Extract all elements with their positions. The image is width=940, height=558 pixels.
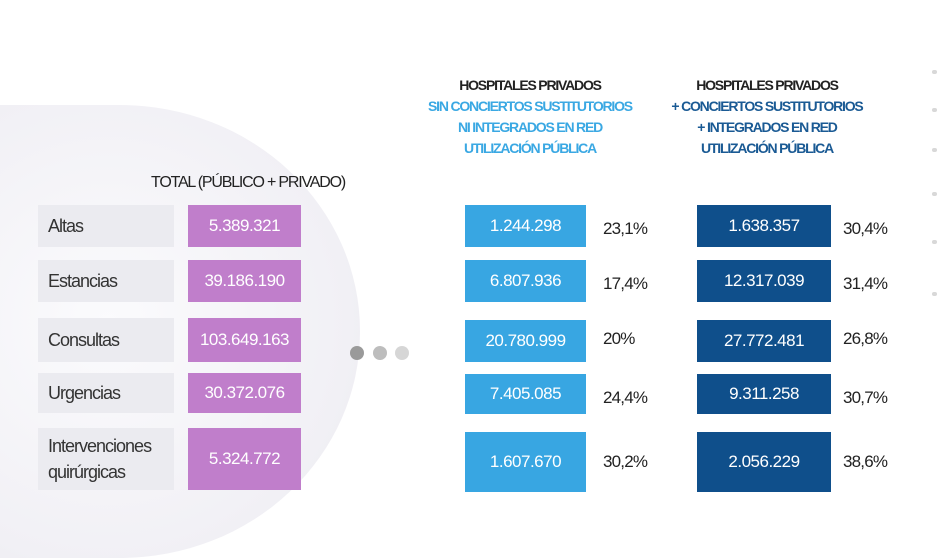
col1-pct: 17,4% — [603, 274, 648, 293]
edge-mark — [932, 108, 937, 112]
total-value: 30.372.076 — [188, 373, 301, 413]
col2-pct: 30,4% — [843, 219, 888, 238]
col1-value: 7.405.085 — [465, 374, 586, 414]
col1-header-line: NI INTEGRADOS EN RED — [457, 119, 603, 135]
dot-icon — [350, 346, 364, 360]
col2-value: 1.638.357 — [697, 205, 831, 247]
total-value: 5.324.772 — [188, 428, 301, 490]
edge-mark — [932, 192, 937, 196]
edge-mark — [932, 148, 937, 152]
dot-icon — [395, 346, 409, 360]
total-header: TOTAL (PÚBLICO + PRIVADO) — [151, 174, 346, 191]
total-value: 39.186.190 — [188, 260, 301, 302]
total-value: 103.649.163 — [188, 318, 301, 362]
total-value: 5.389.321 — [188, 205, 301, 247]
col1-value: 20.780.999 — [465, 320, 586, 362]
col1-pct: 20% — [603, 329, 635, 348]
col1-value: 1.607.670 — [465, 432, 586, 492]
row-label-consultas: Consultas — [38, 318, 174, 362]
col1-value: 6.807.936 — [465, 260, 586, 302]
col2-header-line: HOSPITALES PRIVADOS — [696, 77, 839, 93]
col1-value: 1.244.298 — [465, 205, 586, 247]
col2-header: HOSPITALES PRIVADOS + CONCIERTOS SUSTITU… — [642, 75, 892, 159]
row-label-intervenciones: Intervenciones quirúrgicas — [38, 428, 174, 490]
col1-header: HOSPITALES PRIVADOS SIN CONCIERTOS SUSTI… — [405, 75, 655, 159]
col1-header-line: SIN CONCIERTOS SUSTITUTORIOS — [428, 98, 633, 114]
col1-header-line: UTILIZACIÓN PÚBLICA — [464, 140, 597, 156]
row-label-altas: Altas — [38, 205, 174, 247]
edge-mark — [932, 70, 937, 74]
edge-mark — [932, 240, 937, 244]
row-label-urgencias: Urgencias — [38, 373, 174, 413]
col2-header-line: + INTEGRADOS EN RED — [697, 119, 838, 135]
col2-pct: 31,4% — [843, 274, 888, 293]
col2-pct: 30,7% — [843, 388, 888, 407]
col2-pct: 38,6% — [843, 452, 888, 471]
col2-value: 12.317.039 — [697, 260, 831, 302]
col2-pct: 26,8% — [843, 329, 888, 348]
dot-icon — [373, 346, 387, 360]
col1-pct: 30,2% — [603, 452, 648, 471]
row-label-estancias: Estancias — [38, 260, 174, 302]
col1-header-line: HOSPITALES PRIVADOS — [459, 77, 602, 93]
col2-value: 2.056.229 — [697, 432, 831, 492]
col2-header-line: + CONCIERTOS SUSTITUTORIOS — [671, 98, 863, 114]
col2-value: 27.772.481 — [697, 320, 831, 362]
col2-header-line: UTILIZACIÓN PÚBLICA — [701, 140, 834, 156]
col1-pct: 23,1% — [603, 219, 648, 238]
edge-mark — [932, 292, 937, 296]
col2-value: 9.311.258 — [697, 374, 831, 414]
col1-pct: 24,4% — [603, 388, 648, 407]
